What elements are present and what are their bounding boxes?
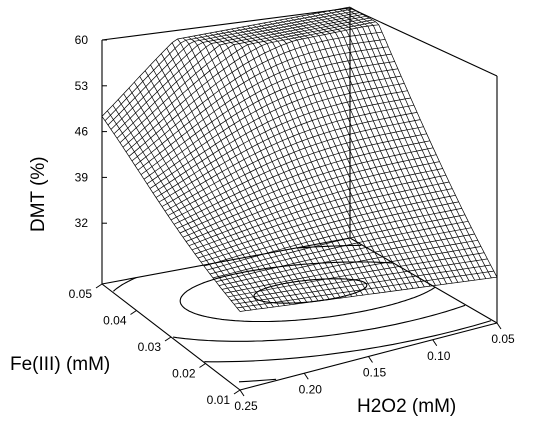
surface-line-h2o2-29	[258, 23, 403, 291]
surface-line-h2o2-38	[306, 14, 453, 284]
surface-line-h2o2-13	[171, 42, 313, 302]
surface-line-h2o2-16	[188, 36, 330, 300]
surface-line-h2o2-41	[322, 11, 470, 282]
surface-line-h2o2-8	[144, 70, 285, 306]
contour-level-2	[179, 261, 436, 323]
fe-tick-label: 0.02	[172, 367, 196, 381]
surface-line-h2o2-21	[215, 31, 358, 296]
h2o2-tick-mark	[303, 372, 309, 380]
surface-line-h2o2-2	[112, 105, 252, 311]
surface-line-h2o2-3	[117, 99, 258, 310]
surface-line-h2o2-22	[220, 30, 364, 296]
surface-line-h2o2-34	[285, 18, 431, 287]
surface-line-h2o2-44	[339, 8, 487, 279]
response-surface	[101, 6, 498, 312]
surface-line-h2o2-25	[236, 27, 381, 294]
surface-line-h2o2-37	[301, 15, 448, 285]
surface-line-h2o2-5	[128, 87, 269, 309]
fe-tick-mark	[199, 363, 206, 368]
contour-level-3	[113, 244, 466, 342]
surface-line-h2o2-42	[328, 10, 476, 281]
surface-line-h2o2-46	[349, 6, 498, 278]
fe-tick-label: 0.03	[138, 340, 162, 354]
tick-labels: 60 53 46 39 32 0.05 0.04 0.03 0.02 0.01 0.25 0.20 0.…	[69, 33, 515, 413]
surface-line-h2o2-28	[252, 24, 397, 291]
surface-line-h2o2-6	[134, 82, 274, 308]
fe-tick-mark	[233, 389, 241, 395]
h2o2-tick-mark	[239, 389, 245, 397]
surface-line-h2o2-11	[160, 53, 302, 304]
h2o2-tick-label: 0.05	[491, 332, 515, 346]
surface-line-h2o2-26	[242, 26, 386, 293]
surface-line-h2o2-1	[107, 110, 246, 311]
fe-tick-mark	[95, 283, 103, 289]
fe-tick-label: 0.01	[207, 393, 231, 407]
surface-line-h2o2-4	[123, 93, 263, 309]
h2o2-tick-label: 0.25	[234, 399, 258, 413]
surface-line-fe-16	[149, 75, 402, 189]
z-axis-title: DMT (%)	[28, 156, 49, 232]
z-tick-label: 32	[75, 216, 89, 230]
h2o2-tick-mark	[368, 356, 373, 363]
surface-line-h2o2-30	[263, 22, 408, 290]
surface-line-h2o2-17	[193, 35, 336, 299]
surface-line-h2o2-39	[312, 13, 459, 283]
h2o2-tick-mark	[496, 322, 502, 330]
contour-level-5	[238, 378, 277, 383]
surface-line-h2o2-43	[333, 9, 481, 280]
surface-line-h2o2-14	[177, 38, 319, 302]
surface-line-h2o2-0	[101, 116, 241, 312]
h2o2-tick-label: 0.20	[299, 382, 323, 396]
surface-line-fe-32	[197, 188, 453, 259]
edge-back-top-left	[101, 7, 351, 41]
surface-line-h2o2-9	[150, 64, 291, 306]
surface-line-h2o2-10	[155, 59, 297, 305]
h2o2-tick-label: 0.15	[363, 366, 387, 380]
contour-level-4	[204, 320, 492, 363]
surface-line-h2o2-36	[295, 16, 442, 285]
surface-line-h2o2-45	[344, 7, 492, 279]
fe-axis-title: Fe(III) (mM)	[10, 354, 110, 375]
surface-line-h2o2-27	[247, 25, 392, 292]
z-tick-label: 53	[75, 79, 89, 93]
fe-tick-mark	[164, 336, 172, 342]
surface-line-h2o2-40	[317, 12, 464, 282]
surface-line-h2o2-7	[139, 76, 280, 307]
fe-tick-label: 0.04	[103, 314, 127, 328]
h2o2-axis-title: H2O2 (mM)	[357, 396, 456, 417]
z-tick-label: 60	[75, 33, 89, 47]
surface-line-h2o2-23	[225, 29, 369, 295]
surface-line-h2o2-24	[231, 28, 375, 294]
z-tick-label: 46	[75, 125, 89, 139]
surface-line-h2o2-32	[274, 20, 420, 288]
contour-level-1	[253, 278, 368, 304]
surface-line-h2o2-20	[209, 32, 352, 297]
surface-line-h2o2-19	[204, 33, 347, 298]
fe-tick-label: 0.05	[69, 287, 93, 301]
z-tick-label: 39	[75, 170, 89, 184]
surface-line-h2o2-15	[182, 37, 325, 301]
surface-line-h2o2-33	[279, 19, 425, 288]
h2o2-tick-mark	[432, 339, 438, 347]
surface-line-h2o2-31	[268, 21, 414, 289]
surface-line-h2o2-18	[198, 34, 341, 299]
fe-tick-mark	[130, 310, 137, 315]
surface-line-h2o2-35	[290, 17, 436, 286]
edge-back-top-right	[349, 7, 498, 77]
surface-line-h2o2-12	[166, 47, 308, 303]
h2o2-tick-label: 0.10	[427, 349, 451, 363]
